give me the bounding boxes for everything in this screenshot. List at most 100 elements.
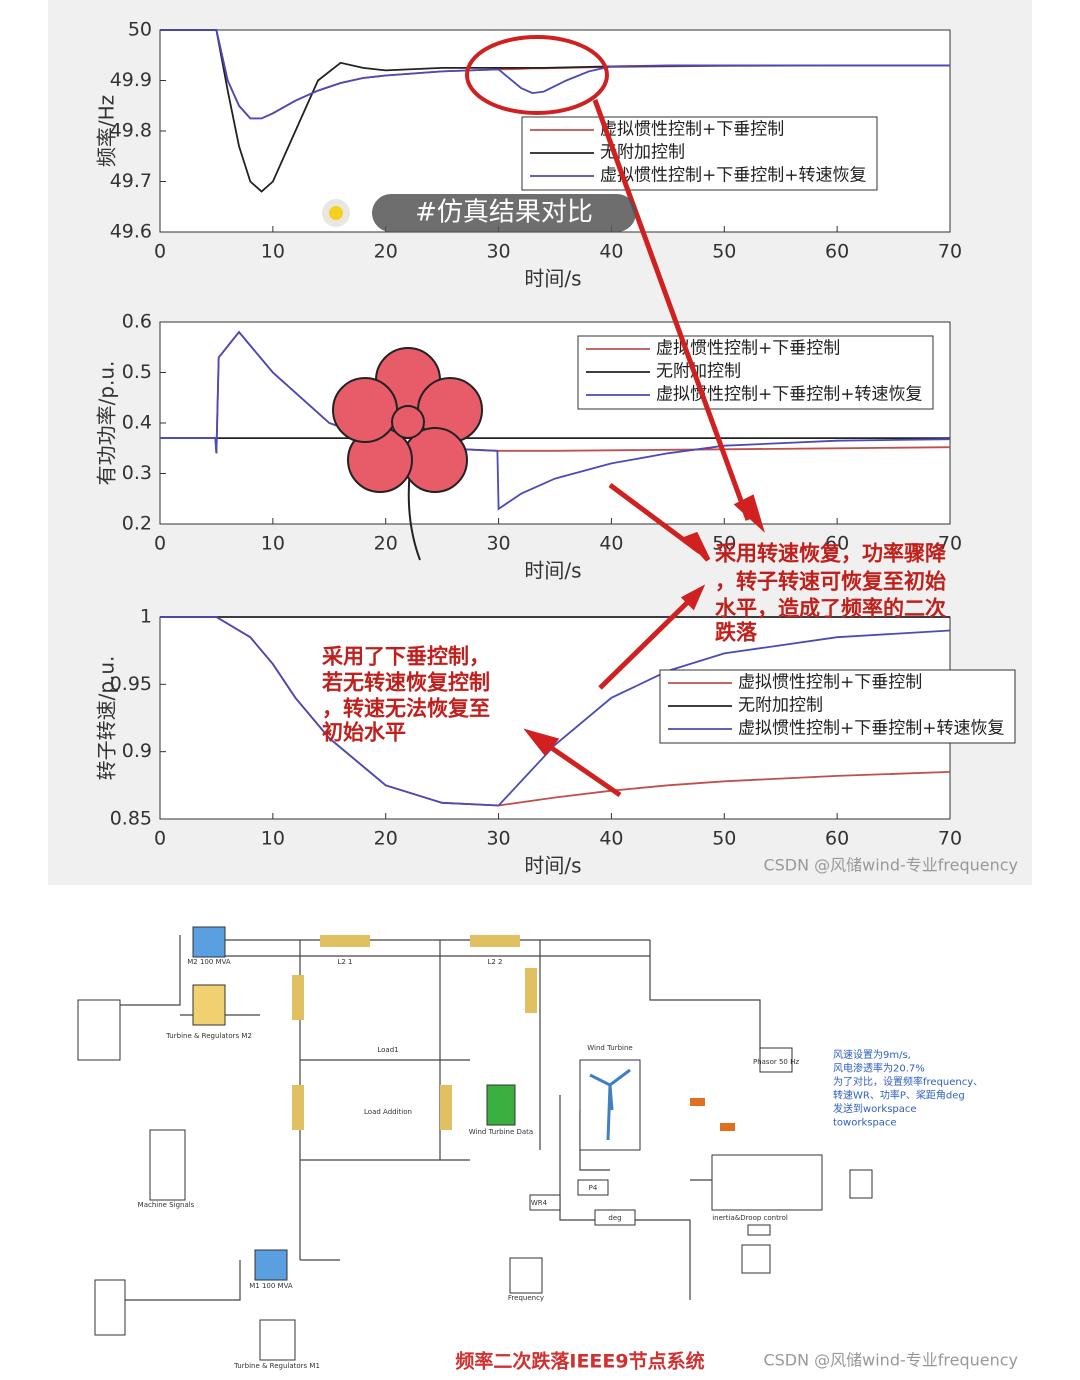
x-tick-label: 0 — [154, 828, 166, 850]
y-tick-label: 1 — [140, 606, 152, 628]
note: 风速设置为9m/s, — [833, 1049, 911, 1061]
legend-label: 虚拟惯性控制+下垂控制+转速恢复 — [600, 166, 867, 186]
y-tick-label: 0.5 — [122, 361, 152, 383]
x-tick-label: 0 — [154, 533, 166, 555]
line-block — [470, 935, 520, 947]
legend-label: 虚拟惯性控制+下垂控制+转速恢复 — [656, 385, 923, 405]
generator-m2 — [192, 926, 226, 958]
diagram-label: L2 1 — [337, 958, 352, 966]
tag-dot — [329, 206, 343, 220]
simulink-diagram: 频率二次跌落IEEE9节点系统 CSDN @风储wind-专业frequency… — [77, 926, 1018, 1373]
y-axis-label: 频率/Hz — [95, 95, 119, 167]
series-line — [160, 330, 951, 511]
to-workspace — [529, 1194, 561, 1211]
x-tick-label: 20 — [374, 828, 398, 850]
x-tick-label: 40 — [599, 241, 623, 263]
diagram-label: Turbine & Regulators M2 — [165, 1032, 252, 1040]
x-tick-label: 10 — [261, 533, 285, 555]
line-block — [440, 1085, 452, 1130]
note: 为了对比，设置频率frequency、 — [833, 1075, 983, 1088]
x-tick-label: 70 — [938, 241, 962, 263]
x-tick-label: 50 — [712, 828, 736, 850]
arrow — [598, 593, 697, 690]
watermark: CSDN @风储wind-专业frequency — [763, 856, 1018, 875]
x-axis-label: 时间/s — [524, 267, 581, 291]
y-tick-label: 0.9 — [122, 740, 152, 762]
annotation: 若无转速恢复控制 — [321, 670, 490, 695]
y-tick-label: 50 — [128, 19, 152, 41]
diagram-label: Load1 — [377, 1046, 398, 1054]
turbine-m2 — [192, 984, 226, 1026]
x-tick-label: 10 — [261, 241, 285, 263]
legend-label: 虚拟惯性控制+下垂控制 — [656, 339, 840, 359]
line-block — [525, 968, 537, 1013]
diagram-label: WR4 — [531, 1199, 548, 1207]
diagram-label: M1 100 MVA — [249, 1282, 293, 1290]
turbine-icon — [589, 1068, 631, 1141]
annotation: 采用转速恢复，功率骤降 — [715, 541, 947, 566]
y-tick-label: 0.85 — [110, 808, 152, 830]
highlight-circle — [465, 35, 609, 115]
scope — [741, 1244, 771, 1274]
diagram-label: Frequency — [508, 1294, 544, 1302]
y-axis-label: 有功功率/p.u. — [95, 361, 119, 486]
y-tick-label: 49.7 — [110, 170, 152, 192]
arrow — [538, 737, 622, 798]
arrow-head — [733, 494, 765, 533]
diagram-label: Turbine & Regulators M1 — [233, 1362, 320, 1370]
y-axis-label: 转子转速/p.u. — [95, 656, 119, 781]
caption: 频率二次跌落IEEE9节点系统 — [455, 1350, 704, 1373]
diagram-label: Wind Turbine — [587, 1044, 632, 1052]
inertia-block — [711, 1154, 823, 1211]
machine-signals — [149, 1129, 186, 1201]
x-tick-label: 60 — [825, 533, 849, 555]
x-tick-label: 70 — [938, 828, 962, 850]
diagram-label: M2 100 MVA — [187, 958, 231, 966]
x-tick-label: 40 — [599, 828, 623, 850]
x-tick-label: 30 — [486, 241, 510, 263]
diagram-label: Load Addition — [364, 1108, 412, 1116]
series-line — [160, 616, 951, 807]
scope — [77, 999, 121, 1061]
x-tick-label: 20 — [374, 241, 398, 263]
diagram-label: Machine Signals — [138, 1201, 195, 1209]
y-tick-label: 0.2 — [122, 513, 152, 535]
x-tick-label: 10 — [261, 828, 285, 850]
diagram-label: Phasor 50 Hz — [753, 1058, 799, 1066]
watermark: CSDN @风储wind-专业frequency — [763, 1351, 1018, 1370]
arrow-head — [683, 531, 711, 562]
arrow-head — [523, 728, 560, 756]
flower-center — [391, 405, 425, 439]
x-tick-label: 50 — [712, 241, 736, 263]
legend-label: 虚拟惯性控制+下垂控制 — [600, 120, 784, 140]
diagram-label: deg — [608, 1214, 621, 1222]
note: 发送到workspace — [833, 1102, 917, 1115]
y-tick-label: 49.8 — [110, 120, 152, 142]
annotation: ，转子转速可恢复至初始 — [715, 569, 946, 594]
flower — [332, 347, 483, 561]
annotation: 采用了下垂控制， — [322, 644, 490, 669]
annotation: ，转速无法恢复至 — [322, 696, 490, 721]
diagram-label: L2 2 — [487, 958, 502, 966]
scope — [94, 1279, 126, 1336]
note: 转速WR、功率P、桨距角deg — [833, 1089, 965, 1102]
turbine-m1 — [259, 1319, 296, 1361]
diagram-label: inertia&Droop control — [712, 1214, 788, 1222]
x-tick-label: 30 — [486, 533, 510, 555]
tag: #仿真结果对比 — [415, 198, 593, 228]
diagram-label: P4 — [589, 1184, 598, 1192]
gain — [690, 1098, 705, 1106]
line-block — [292, 975, 304, 1020]
wind-data — [486, 1084, 516, 1126]
generator-m1 — [254, 1249, 288, 1281]
x-tick-label: 50 — [712, 533, 736, 555]
y-tick-label: 0.95 — [110, 673, 152, 695]
x-tick-label: 30 — [486, 828, 510, 850]
display — [747, 1224, 771, 1236]
legend-label: 无附加控制 — [656, 362, 741, 382]
petal — [332, 377, 398, 443]
to-workspace — [594, 1209, 636, 1226]
scope — [849, 1169, 873, 1199]
x-tick-label: 40 — [599, 533, 623, 555]
legend-label: 虚拟惯性控制+下垂控制+转速恢复 — [738, 719, 1005, 739]
